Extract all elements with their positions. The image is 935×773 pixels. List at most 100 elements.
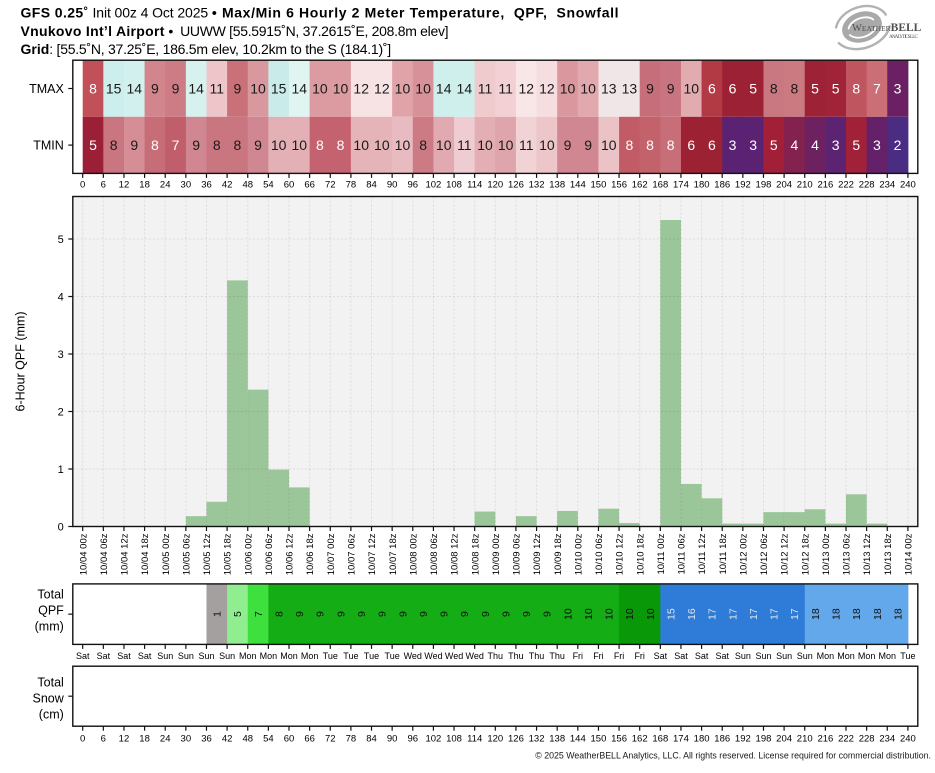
svg-text:Mon: Mon: [817, 651, 835, 661]
svg-text:156: 156: [611, 734, 627, 745]
svg-text:10/10 18z: 10/10 18z: [635, 533, 646, 575]
svg-text:10: 10: [333, 80, 349, 96]
svg-text:10: 10: [604, 608, 616, 620]
svg-text:10/09 18z: 10/09 18z: [553, 533, 564, 575]
svg-text:1: 1: [58, 464, 64, 476]
svg-text:8: 8: [337, 137, 345, 153]
svg-text:72: 72: [325, 734, 336, 745]
svg-text:54: 54: [263, 734, 274, 745]
svg-text:10/05 12z: 10/05 12z: [202, 533, 213, 575]
svg-text:Mon: Mon: [301, 651, 319, 661]
svg-text:Fri: Fri: [634, 651, 645, 661]
svg-text:162: 162: [632, 180, 648, 191]
svg-text:7: 7: [253, 611, 265, 617]
svg-text:204: 204: [776, 180, 792, 191]
svg-text:Tue: Tue: [364, 651, 379, 661]
svg-text:138: 138: [549, 180, 565, 191]
svg-text:10/04 12z: 10/04 12z: [120, 533, 131, 575]
svg-text:9: 9: [130, 137, 138, 153]
svg-text:156: 156: [611, 180, 627, 191]
svg-text:10/08 00z: 10/08 00z: [408, 533, 419, 575]
svg-text:18: 18: [830, 608, 842, 620]
svg-text:66: 66: [304, 734, 315, 745]
svg-text:Sat: Sat: [138, 651, 152, 661]
svg-text:10: 10: [683, 80, 699, 96]
svg-text:9: 9: [335, 611, 347, 617]
svg-text:Sat: Sat: [117, 651, 131, 661]
svg-text:12: 12: [374, 80, 390, 96]
svg-text:6: 6: [708, 80, 716, 96]
svg-text:12: 12: [518, 80, 534, 96]
svg-text:10/07 18z: 10/07 18z: [388, 533, 399, 575]
svg-text:10: 10: [583, 608, 595, 620]
svg-text:6: 6: [687, 137, 695, 153]
svg-text:12: 12: [119, 734, 130, 745]
svg-text:10/13 18z: 10/13 18z: [883, 533, 894, 575]
svg-text:36: 36: [201, 180, 212, 191]
svg-text:234: 234: [879, 734, 895, 745]
svg-text:9: 9: [418, 611, 430, 617]
svg-text:Mon: Mon: [260, 651, 278, 661]
svg-text:3: 3: [832, 137, 840, 153]
svg-text:168: 168: [652, 180, 668, 191]
svg-text:Sat: Sat: [654, 651, 668, 661]
svg-text:150: 150: [591, 734, 607, 745]
svg-text:5: 5: [832, 80, 840, 96]
svg-text:8: 8: [646, 137, 654, 153]
svg-text:10/04 18z: 10/04 18z: [140, 533, 151, 575]
svg-text:120: 120: [487, 734, 503, 745]
svg-text:5: 5: [852, 137, 860, 153]
svg-text:60: 60: [284, 180, 295, 191]
svg-text:TMIN: TMIN: [33, 138, 64, 152]
svg-text:14: 14: [188, 80, 204, 96]
svg-text:3: 3: [749, 137, 757, 153]
svg-text:14: 14: [436, 80, 452, 96]
svg-text:30: 30: [181, 180, 192, 191]
svg-text:192: 192: [735, 734, 751, 745]
svg-text:3: 3: [894, 80, 902, 96]
svg-text:8: 8: [151, 137, 159, 153]
svg-text:9: 9: [564, 137, 572, 153]
svg-text:3: 3: [729, 137, 737, 153]
svg-text:114: 114: [467, 180, 482, 191]
svg-text:18: 18: [872, 608, 884, 620]
svg-text:Mon: Mon: [280, 651, 298, 661]
svg-text:9: 9: [584, 137, 592, 153]
svg-text:9: 9: [234, 80, 242, 96]
svg-text:17: 17: [748, 608, 760, 620]
svg-text:Sat: Sat: [97, 651, 111, 661]
svg-text:24: 24: [160, 734, 171, 745]
svg-text:48: 48: [242, 734, 253, 745]
svg-text:10/09 00z: 10/09 00z: [491, 533, 502, 575]
svg-text:222: 222: [838, 180, 854, 191]
svg-text:6-Hour QPF (mm): 6-Hour QPF (mm): [14, 312, 28, 412]
svg-text:Wed: Wed: [404, 651, 422, 661]
svg-text:126: 126: [508, 734, 524, 745]
svg-text:10/12 00z: 10/12 00z: [738, 533, 749, 575]
svg-text:8: 8: [273, 611, 285, 617]
svg-text:10/10 00z: 10/10 00z: [573, 533, 584, 575]
svg-text:150: 150: [591, 180, 607, 191]
svg-text:8: 8: [316, 137, 324, 153]
svg-text:QPF: QPF: [38, 604, 64, 618]
svg-text:10/09 06z: 10/09 06z: [512, 533, 523, 575]
svg-text:10/04 00z: 10/04 00z: [78, 533, 89, 575]
svg-text:8: 8: [852, 80, 860, 96]
svg-text:10/11 12z: 10/11 12z: [697, 533, 708, 574]
svg-text:9: 9: [500, 611, 512, 617]
svg-text:6: 6: [101, 180, 106, 191]
svg-text:Vnukovo Intʼl Airport • UUWW: Vnukovo Intʼl Airport • UUWW [55.5915˚N,…: [21, 23, 449, 39]
svg-text:GFS 0.25˚ Init 00z 4 Oct 2025: GFS 0.25˚ Init 00z 4 Oct 2025 • Max/Min …: [21, 5, 620, 21]
svg-text:Sun: Sun: [198, 651, 214, 661]
svg-text:11: 11: [478, 80, 493, 96]
svg-text:132: 132: [529, 180, 545, 191]
svg-text:10/08 12z: 10/08 12z: [450, 533, 461, 575]
svg-text:0: 0: [80, 734, 85, 745]
svg-text:5: 5: [749, 80, 757, 96]
svg-text:10: 10: [415, 80, 431, 96]
svg-text:10/10 06z: 10/10 06z: [594, 533, 605, 575]
svg-text:10/04 06z: 10/04 06z: [99, 533, 110, 575]
svg-text:16: 16: [686, 608, 698, 620]
svg-text:96: 96: [407, 734, 418, 745]
svg-text:10: 10: [601, 137, 617, 153]
